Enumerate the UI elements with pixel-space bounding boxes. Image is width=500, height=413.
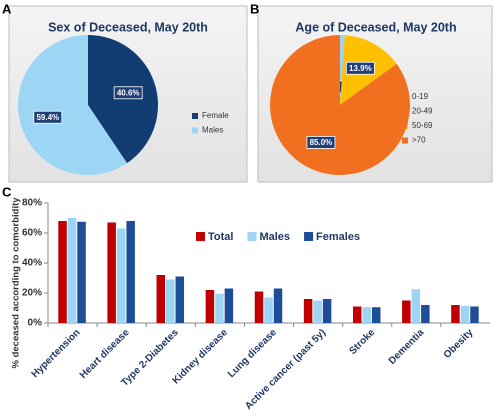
- bar: [352, 306, 362, 323]
- legend-label: 50-69: [412, 121, 433, 130]
- y-tick-label: 80%: [22, 198, 42, 209]
- x-tick-label: Heart disease: [78, 327, 132, 381]
- chart-title: Age of Deceased, May 20th: [295, 20, 456, 34]
- value-label-box: [33, 110, 63, 124]
- value-label-box: [345, 61, 375, 75]
- legend-swatch: [304, 232, 314, 241]
- legend-label: >70: [412, 136, 426, 145]
- legend-swatch: [402, 137, 408, 144]
- bar: [402, 300, 411, 323]
- panel-letter: C: [2, 184, 12, 199]
- legend-label: 20-49: [412, 107, 433, 116]
- bar: [451, 305, 460, 323]
- panel-letter: B: [250, 1, 259, 16]
- bar: [273, 288, 283, 323]
- bar: [470, 306, 479, 323]
- legend-swatch: [192, 127, 198, 134]
- bar: [411, 289, 421, 323]
- value-label: 85.0%: [310, 138, 333, 147]
- bar: [371, 307, 381, 323]
- bar: [264, 297, 273, 323]
- y-tick-label: 60%: [22, 228, 42, 239]
- pie-slice: [17, 35, 127, 176]
- bar: [205, 290, 215, 323]
- legend-swatch: [196, 232, 205, 241]
- legend-swatch: [192, 113, 198, 119]
- legend-label: Males: [259, 231, 290, 243]
- legend-swatch: [247, 232, 257, 241]
- legend-label: 0-19: [412, 92, 429, 101]
- value-label-box: [306, 136, 336, 149]
- bar: [58, 221, 67, 323]
- bar: [67, 218, 77, 323]
- x-tick-label: Stroke: [347, 327, 377, 357]
- value-label-box: [113, 86, 143, 100]
- value-label: 13.9%: [349, 64, 372, 73]
- x-tick-label: Dementia: [387, 327, 427, 367]
- bar: [116, 228, 126, 323]
- x-tick-label: Hypertension: [30, 327, 83, 380]
- bar: [166, 279, 175, 323]
- legend-label: Males: [202, 126, 223, 135]
- x-tick-label: Lung disease: [226, 327, 279, 380]
- bar: [126, 221, 135, 323]
- panel-letter: A: [2, 1, 12, 16]
- legend-label: Females: [316, 231, 360, 243]
- bar: [77, 221, 86, 323]
- y-tick-label: 20%: [22, 288, 42, 299]
- bar: [421, 305, 430, 323]
- bar: [460, 305, 470, 323]
- bar: [107, 222, 116, 323]
- bar: [313, 300, 322, 323]
- bar: [254, 291, 264, 323]
- x-tick-label: Active cancer (past 5y): [243, 327, 328, 412]
- legend-label: Total: [208, 231, 233, 243]
- pie-slice: [270, 35, 411, 175]
- bar: [175, 276, 185, 323]
- bar: [303, 299, 313, 323]
- bar: [322, 299, 332, 323]
- value-label: 40.6%: [117, 88, 140, 97]
- bar: [224, 288, 234, 323]
- value-label: 59.4%: [36, 113, 59, 122]
- bar: [215, 293, 224, 323]
- legend-label: Female: [202, 111, 229, 120]
- y-axis-label: % deceased according to comorbidity: [11, 197, 22, 369]
- y-tick-label: 0%: [28, 318, 43, 329]
- y-tick-label: 40%: [22, 258, 42, 269]
- chart-title: Sex of Deceased, May 20th: [48, 20, 208, 34]
- bar: [156, 275, 166, 323]
- bar: [362, 307, 371, 323]
- x-tick-label: Obesity: [442, 327, 476, 361]
